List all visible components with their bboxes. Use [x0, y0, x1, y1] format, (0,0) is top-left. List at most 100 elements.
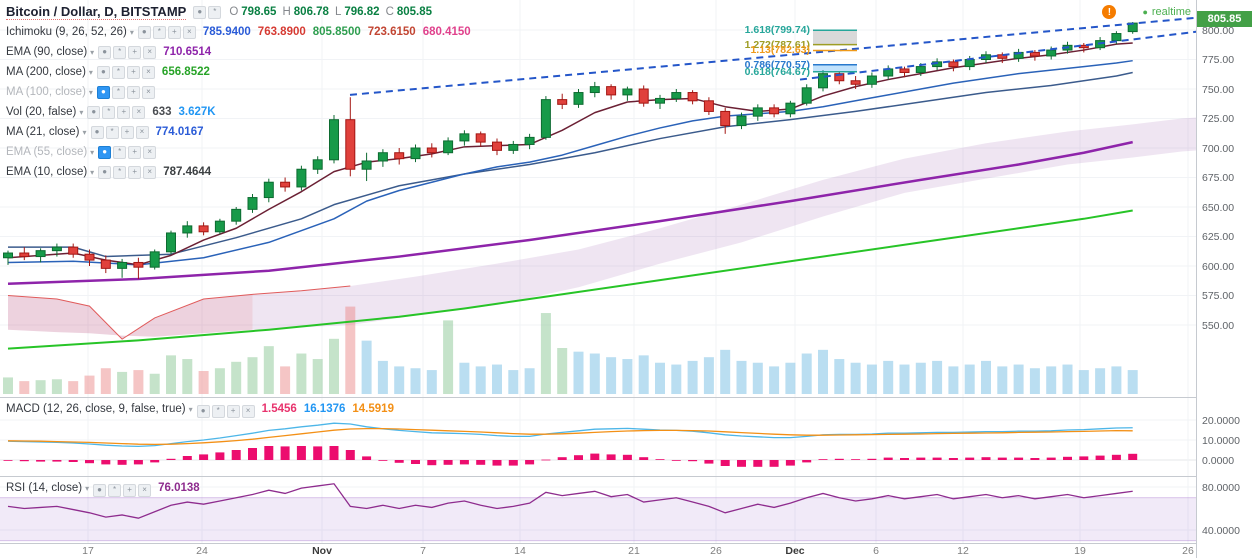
close-label: C	[385, 6, 394, 18]
indicator-values-5: 774.0167	[156, 126, 211, 138]
caret-down-icon: ▾	[85, 483, 90, 493]
indicator-6-close-icon[interactable]: ×	[143, 145, 157, 159]
indicator-1-eye-icon[interactable]: ●	[98, 45, 112, 59]
indicator-4-eye-icon[interactable]: ●	[87, 105, 101, 119]
indicator-3-add-icon[interactable]: +	[126, 85, 140, 99]
indicator-rows: Ichimoku (9, 26, 52, 26) ▾ ● * + × 785.9400 763…	[6, 22, 478, 182]
rsi-band	[0, 497, 1196, 541]
indicator-4-add-icon[interactable]: +	[117, 105, 131, 119]
indicator-0-value-0: 785.9400	[202, 26, 251, 38]
price-axis-label-0: 800.00	[1202, 24, 1235, 37]
open-label: O	[229, 6, 239, 18]
indicator-1-settings-icon[interactable]: *	[113, 45, 127, 59]
indicator-label-4[interactable]: Vol (20, false)	[6, 106, 77, 118]
last-price-badge: 805.85	[1197, 11, 1252, 27]
macd-label[interactable]: MACD (12, 26, close, 9, false, true)	[6, 403, 186, 415]
indicator-2-add-icon[interactable]: +	[126, 65, 140, 79]
kijun-line	[8, 71, 1133, 258]
price-axis[interactable]: 805.85 800.00 775.00 750.00 725.00 700.00 675…	[1196, 0, 1252, 558]
indicator-label-0[interactable]: Ichimoku (9, 26, 52, 26)	[6, 26, 127, 38]
indicator-5-settings-icon[interactable]: *	[105, 125, 119, 139]
indicator-label-1[interactable]: EMA (90, close)	[6, 46, 88, 58]
fib-level-label-1[interactable]: 1.272(787.61)	[744, 38, 810, 51]
indicator-5-add-icon[interactable]: +	[120, 125, 134, 139]
indicator-3-eye-icon[interactable]: ●	[96, 85, 110, 99]
price-axis-label-8: 600.00	[1202, 260, 1235, 273]
indicator-3-close-icon[interactable]: ×	[141, 85, 155, 99]
indicator-row-1: EMA (90, close) ▾ ● * + × 710.6514	[6, 42, 478, 62]
fib-level-label-4[interactable]: 0.618(764.67)	[744, 65, 810, 78]
indicator-2-settings-icon[interactable]: *	[111, 65, 125, 79]
rsi-grid	[0, 477, 1196, 543]
price-pane[interactable]: Bitcoin / Dollar, D, BITSTAMP ● * O 798.…	[0, 0, 1196, 397]
indicator-1-value-0: 710.6514	[163, 46, 212, 58]
indicator-values-7: 787.4644	[163, 166, 218, 178]
indicator-0-settings-icon[interactable]: *	[152, 25, 166, 39]
trendline-drawings[interactable]	[349, 13, 1196, 96]
rsi-close-icon[interactable]: ×	[138, 483, 152, 497]
macd-chart-svg[interactable]	[0, 398, 1196, 476]
indicator-label-2[interactable]: MA (200, close)	[6, 66, 86, 78]
indicator-2-close-icon[interactable]: ×	[141, 65, 155, 79]
price-chart-svg[interactable]	[0, 0, 1196, 397]
indicator-row-5: MA (21, close) ▾ ● * + × 774.0167	[6, 122, 478, 142]
indicator-1-close-icon[interactable]: ×	[143, 45, 157, 59]
macd-close-icon[interactable]: ×	[241, 404, 255, 418]
indicator-0-add-icon[interactable]: +	[167, 25, 181, 39]
indicator-4-value-1: 3.627K	[178, 106, 216, 118]
indicator-6-add-icon[interactable]: +	[128, 145, 142, 159]
indicator-4-close-icon[interactable]: ×	[132, 105, 146, 119]
indicator-3-settings-icon[interactable]: *	[111, 85, 125, 99]
indicator-7-eye-icon[interactable]: ●	[98, 165, 112, 179]
symbol-title[interactable]: Bitcoin / Dollar, D, BITSTAMP	[6, 4, 187, 20]
alert-icon[interactable]: !	[1102, 5, 1117, 19]
indicator-0-value-1: 763.8900	[257, 26, 306, 38]
indicator-label-6[interactable]: EMA (55, close)	[6, 146, 88, 158]
open-value: 798.65	[241, 6, 277, 18]
rsi-chart-svg[interactable]	[0, 477, 1196, 543]
macd-add-icon[interactable]: +	[226, 404, 240, 418]
indicator-1-add-icon[interactable]: +	[128, 45, 142, 59]
time-label-6: 26	[710, 545, 722, 557]
indicator-5-eye-icon[interactable]: ●	[90, 125, 104, 139]
indicator-7-close-icon[interactable]: ×	[143, 165, 157, 179]
macd-eye-icon[interactable]: ●	[196, 404, 210, 418]
indicator-0-close-icon[interactable]: ×	[182, 25, 196, 39]
indicator-label-7[interactable]: EMA (10, close)	[6, 166, 88, 178]
pane-separator[interactable]	[0, 476, 1252, 477]
indicator-label-3[interactable]: MA (100, close)	[6, 86, 86, 98]
rsi-pane[interactable]: RSI (14, close) ▾ ● * + × 76.0138	[0, 477, 1196, 543]
indicator-2-value-0: 656.8522	[161, 66, 210, 78]
chart-settings-icon[interactable]: *	[208, 5, 222, 19]
rsi-axis-label-0: 80.0000	[1202, 481, 1240, 494]
time-axis[interactable]: 17 24 Nov 7 14 21 26 Dec 6 12 19 26	[0, 543, 1196, 558]
indicator-2-eye-icon[interactable]: ●	[96, 65, 110, 79]
indicator-6-eye-icon[interactable]: ●	[98, 145, 112, 159]
fib-extension-drawing[interactable]	[813, 29, 857, 73]
rsi-settings-icon[interactable]: *	[108, 483, 122, 497]
indicator-7-add-icon[interactable]: +	[128, 165, 142, 179]
rsi-eye-icon[interactable]: ●	[93, 483, 107, 497]
pane-separator[interactable]	[0, 397, 1252, 398]
indicator-values-4: 633 3.627K	[152, 106, 222, 118]
indicator-row-6: EMA (55, close) ▾ ● * + ×	[6, 142, 478, 162]
fib-level-label-2[interactable]: 1.13(782.63)	[750, 44, 810, 57]
high-label: H	[282, 6, 291, 18]
rsi-add-icon[interactable]: +	[123, 483, 137, 497]
chart-eye-icon[interactable]: ●	[193, 5, 207, 19]
macd-line	[7, 422, 1133, 448]
candles[interactable]	[3, 21, 1138, 279]
indicator-0-eye-icon[interactable]: ●	[137, 25, 151, 39]
macd-settings-icon[interactable]: *	[211, 404, 225, 418]
indicator-7-settings-icon[interactable]: *	[113, 165, 127, 179]
indicator-label-5[interactable]: MA (21, close)	[6, 126, 80, 138]
rsi-label[interactable]: RSI (14, close)	[6, 482, 83, 494]
time-label-8: 6	[873, 545, 879, 557]
fib-level-label-3[interactable]: 0.786(770.57)	[744, 58, 810, 71]
indicator-5-close-icon[interactable]: ×	[135, 125, 149, 139]
indicator-4-settings-icon[interactable]: *	[102, 105, 116, 119]
fib-level-label-0[interactable]: 1.618(799.74)	[744, 24, 810, 37]
price-axis-label-9: 575.00	[1202, 290, 1235, 302]
indicator-6-settings-icon[interactable]: *	[113, 145, 127, 159]
macd-pane[interactable]: MACD (12, 26, close, 9, false, true) ▾ ●…	[0, 398, 1196, 476]
